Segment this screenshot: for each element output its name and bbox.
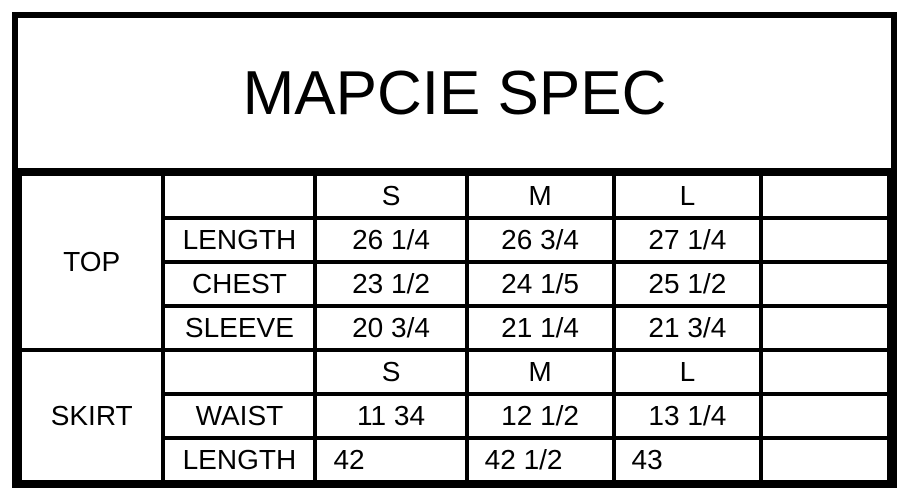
value-cell-s: 20 3/4	[313, 304, 469, 352]
table-row-skirt-length: LENGTH 42 42 1/2 43	[20, 436, 891, 484]
value-cell-s: 26 1/4	[313, 216, 469, 264]
value-cell-m: 26 3/4	[464, 216, 616, 264]
table-row-skirt-waist: WAIST 11 34 12 1/2 13 1/4	[20, 392, 891, 440]
row-label: CHEST	[161, 260, 318, 308]
page-title: MAPCIE SPEC	[18, 18, 891, 172]
empty-cell	[759, 172, 891, 220]
size-header-l: L	[611, 348, 764, 396]
empty-label-cell	[161, 172, 318, 220]
empty-cell	[759, 304, 891, 352]
table-row-top-length: LENGTH 26 1/4 26 3/4 27 1/4	[20, 216, 891, 264]
row-label: SLEEVE	[161, 304, 318, 352]
value-cell-s: 23 1/2	[313, 260, 469, 308]
size-header-m: M	[464, 172, 616, 220]
table-row-top-chest: CHEST 23 1/2 24 1/5 25 1/2	[20, 260, 891, 308]
size-header-s: S	[313, 172, 469, 220]
size-header-m: M	[464, 348, 616, 396]
value-cell-s: 42	[313, 436, 469, 484]
value-cell-l: 43	[611, 436, 764, 484]
value-cell-l: 25 1/2	[611, 260, 764, 308]
spec-frame: MAPCIE SPEC TOP S M L LENGTH 26 1/4	[12, 12, 897, 488]
empty-cell	[759, 216, 891, 264]
value-cell-m: 21 1/4	[464, 304, 616, 352]
spec-table: TOP S M L LENGTH 26 1/4 26 3/4 27 1/4 CH…	[17, 172, 891, 484]
size-header-row-skirt: SKIRT S M L	[17, 348, 891, 484]
row-label: WAIST	[161, 392, 318, 440]
empty-cell	[759, 392, 891, 440]
section-label-top: TOP	[17, 172, 166, 352]
empty-cell	[759, 436, 891, 484]
size-header-l: L	[611, 172, 764, 220]
row-label: LENGTH	[161, 436, 318, 484]
empty-cell	[759, 260, 891, 308]
value-cell-m: 24 1/5	[464, 260, 616, 308]
value-cell-l: 13 1/4	[611, 392, 764, 440]
size-header-row-top: TOP S M L	[17, 172, 891, 352]
size-header-s: S	[313, 348, 469, 396]
value-cell-l: 27 1/4	[611, 216, 764, 264]
section-label-skirt: SKIRT	[17, 348, 166, 484]
table-row-top-sleeve: SLEEVE 20 3/4 21 1/4 21 3/4	[20, 304, 891, 352]
value-cell-m: 12 1/2	[464, 392, 616, 440]
value-cell-m: 42 1/2	[464, 436, 616, 484]
value-cell-l: 21 3/4	[611, 304, 764, 352]
empty-label-cell	[161, 348, 318, 396]
empty-cell	[759, 348, 891, 396]
row-label: LENGTH	[161, 216, 318, 264]
value-cell-s: 11 34	[313, 392, 469, 440]
